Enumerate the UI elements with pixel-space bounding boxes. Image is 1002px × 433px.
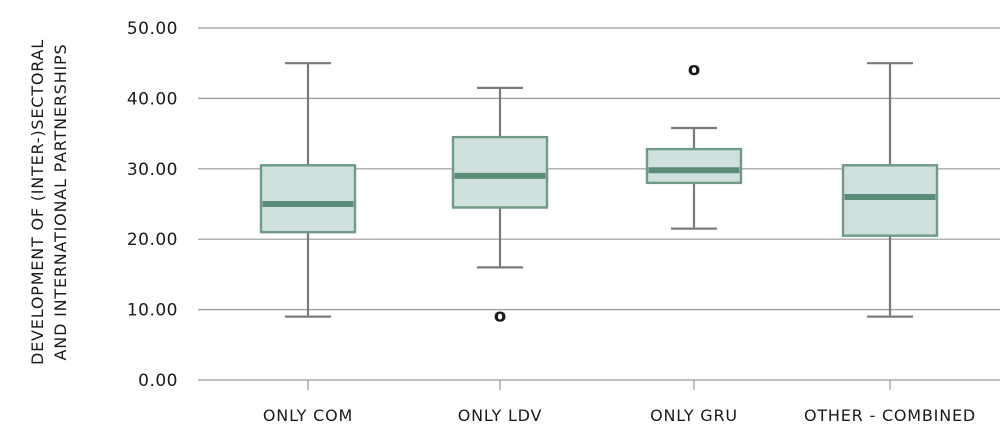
iqr-box-0	[259, 164, 357, 234]
y-tick-label-0: 0.00	[138, 371, 178, 391]
iqr-box-1	[451, 135, 549, 209]
y-tick-label-1: 10.00	[127, 301, 178, 321]
x-category-label-1: ONLY LDV	[458, 406, 543, 425]
x-category-label-3: OTHER - COMBINED	[804, 406, 976, 425]
y-tick-label-5: 50.00	[127, 19, 178, 39]
iqr-box-2	[645, 147, 743, 185]
x-category-label-0: ONLY COM	[263, 406, 353, 425]
box-series: oo	[259, 59, 939, 327]
box-group-1: o	[451, 86, 549, 327]
x-axis-category-labels: ONLY COM ONLY LDV ONLY GRU OTHER - COMBINED	[263, 380, 976, 425]
y-axis-title-line-2: AND INTERNATIONAL PARTNERSHIPS	[51, 44, 70, 361]
y-tick-label-2: 20.00	[127, 230, 178, 250]
y-axis-title: DEVELOPMENT OF (INTER-)SECTORAL AND INTE…	[28, 39, 70, 365]
y-tick-label-4: 40.00	[127, 89, 178, 109]
y-axis-tick-labels: 0.00 10.00 20.00 30.00 40.00 50.00	[127, 19, 178, 391]
outlier-1-0: o	[494, 306, 506, 327]
box-group-2: o	[645, 59, 743, 230]
x-category-label-2: ONLY GRU	[650, 406, 738, 425]
y-axis-title-line-1: DEVELOPMENT OF (INTER-)SECTORAL	[28, 39, 47, 365]
box-group-3	[841, 62, 939, 318]
box-group-0	[259, 62, 357, 318]
outlier-2-0: o	[688, 59, 700, 80]
y-tick-label-3: 30.00	[127, 160, 178, 180]
iqr-box-3	[841, 164, 939, 237]
